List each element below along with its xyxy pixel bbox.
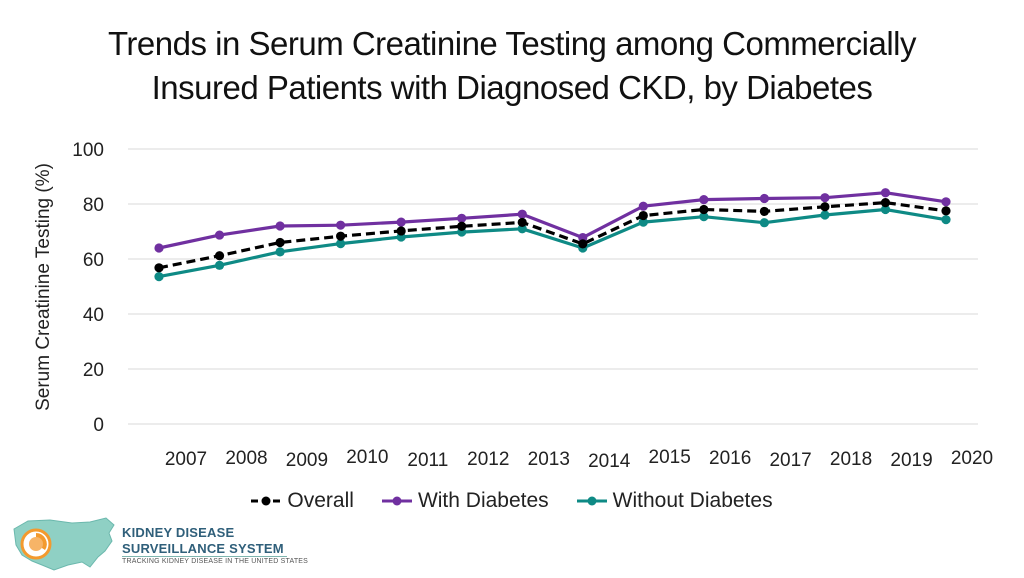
data-point-overall xyxy=(336,231,346,241)
us-map-logo-icon xyxy=(13,517,115,571)
data-point-overall xyxy=(275,237,285,248)
y-tick-label: 100 xyxy=(72,140,104,161)
data-point-without-diabetes xyxy=(759,218,769,228)
data-point-overall xyxy=(517,217,527,228)
data-point-with-diabetes xyxy=(820,193,830,203)
logo-title-line2: SURVEILLANCE SYSTEM xyxy=(122,541,284,556)
data-point-overall xyxy=(457,221,467,231)
x-tick-label: 2012 xyxy=(467,449,509,470)
data-point-overall xyxy=(759,206,769,217)
data-point-overall xyxy=(638,210,648,221)
y-tick-label: 80 xyxy=(83,195,104,216)
data-point-with-diabetes xyxy=(941,197,951,207)
x-tick-label: 2020 xyxy=(951,448,993,469)
kdss-logo: KIDNEY DISEASE SURVEILLANCE SYSTEM TRACK… xyxy=(10,515,308,573)
x-tick-label: 2013 xyxy=(528,449,570,470)
x-tick-label: 2014 xyxy=(588,451,631,472)
data-point-with-diabetes xyxy=(275,221,285,231)
legend-swatch xyxy=(251,496,282,506)
y-tick-label: 20 xyxy=(83,360,104,381)
x-tick-label: 2011 xyxy=(407,450,448,471)
data-point-with-diabetes xyxy=(214,230,225,240)
data-point-with-diabetes xyxy=(880,188,891,198)
legend-label: Without Diabetes xyxy=(612,489,773,512)
legend-label: Overall xyxy=(287,489,354,512)
y-tick-label: 0 xyxy=(93,415,104,436)
legend-item: Without Diabetes xyxy=(576,489,773,513)
data-point-with-diabetes xyxy=(517,209,527,219)
legend-swatch xyxy=(381,496,412,506)
y-axis-label: Serum Creatinine Testing (%) xyxy=(33,163,54,411)
data-point-without-diabetes xyxy=(154,272,164,282)
chart-title-line2: Insured Patients with Diagnosed CKD, by … xyxy=(151,69,873,106)
data-point-overall xyxy=(214,251,225,261)
legend-swatch xyxy=(576,496,607,506)
x-tick-label: 2010 xyxy=(346,447,388,468)
series-line-overall xyxy=(158,201,947,270)
data-point-without-diabetes xyxy=(336,239,346,249)
data-point-with-diabetes xyxy=(638,201,648,211)
data-point-with-diabetes xyxy=(699,195,709,205)
chart-title-line1: Trends in Serum Creatinine Testing among… xyxy=(107,25,917,62)
data-point-with-diabetes xyxy=(154,243,164,253)
data-point-without-diabetes xyxy=(880,204,891,215)
data-point-overall xyxy=(941,206,951,216)
y-tick-label: 60 xyxy=(83,250,104,271)
data-point-without-diabetes xyxy=(275,247,285,257)
logo-title-line1: KIDNEY DISEASE xyxy=(122,525,235,540)
data-point-overall xyxy=(820,202,830,212)
logo-divider xyxy=(122,556,287,557)
series-line-without-diabetes xyxy=(158,207,947,279)
data-point-without-diabetes xyxy=(517,224,527,234)
data-point-overall xyxy=(154,263,164,273)
x-tick-label: 2007 xyxy=(165,449,207,470)
data-point-with-diabetes xyxy=(578,232,588,243)
logo-tagline: TRACKING KIDNEY DISEASE IN THE UNITED ST… xyxy=(122,558,309,565)
series-line-with-diabetes xyxy=(158,191,947,250)
data-point-with-diabetes xyxy=(457,213,467,223)
chart-legend: Overall With Diabetes Without Diabetes xyxy=(0,489,1024,513)
legend-item: Overall xyxy=(251,489,354,513)
x-tick-label: 2015 xyxy=(649,447,691,468)
x-tick-label: 2008 xyxy=(225,448,267,469)
x-tick-label: 2018 xyxy=(830,449,872,470)
legend-item: With Diabetes xyxy=(381,489,549,513)
data-point-without-diabetes xyxy=(820,210,830,220)
data-point-overall xyxy=(880,198,891,208)
data-point-with-diabetes xyxy=(396,217,406,227)
data-point-overall xyxy=(578,239,588,249)
data-point-without-diabetes xyxy=(941,215,951,225)
data-point-without-diabetes xyxy=(638,217,648,227)
data-point-with-diabetes xyxy=(759,193,769,204)
x-tick-label: 2019 xyxy=(890,450,932,471)
data-point-without-diabetes xyxy=(699,212,709,222)
data-point-with-diabetes xyxy=(336,220,346,230)
x-tick-label: 2016 xyxy=(709,448,751,469)
x-tick-label: 2017 xyxy=(769,450,811,471)
data-point-without-diabetes xyxy=(214,260,225,270)
data-point-overall xyxy=(396,226,406,236)
y-tick-label: 40 xyxy=(83,305,104,326)
legend-label: With Diabetes xyxy=(417,489,549,512)
x-tick-label: 2009 xyxy=(286,450,328,471)
chart-title: Trends in Serum Creatinine Testing among… xyxy=(0,22,1024,110)
data-point-overall xyxy=(699,204,709,215)
